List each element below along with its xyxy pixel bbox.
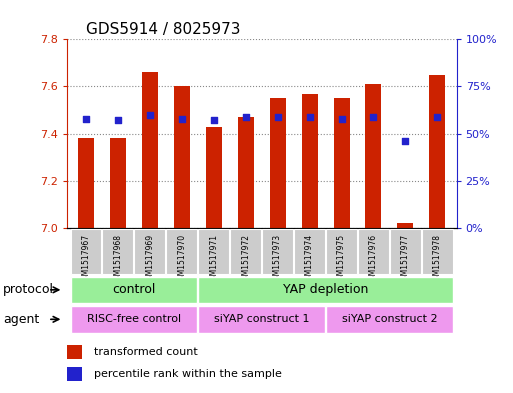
Text: GSM1517978: GSM1517978	[433, 233, 442, 285]
Bar	[365, 84, 382, 228]
Text: GSM1517975: GSM1517975	[337, 233, 346, 285]
FancyBboxPatch shape	[326, 306, 453, 332]
Bar	[333, 98, 349, 228]
Text: GSM1517973: GSM1517973	[273, 233, 282, 285]
FancyBboxPatch shape	[166, 229, 197, 274]
Point	[177, 116, 186, 122]
Point	[273, 114, 282, 120]
Text: GSM1517974: GSM1517974	[305, 233, 314, 285]
Point	[210, 117, 218, 123]
Text: protocol: protocol	[3, 283, 54, 296]
Point	[433, 114, 442, 120]
Text: transformed count: transformed count	[94, 347, 198, 357]
FancyBboxPatch shape	[199, 277, 453, 303]
FancyBboxPatch shape	[390, 229, 421, 274]
FancyBboxPatch shape	[70, 306, 197, 332]
Text: percentile rank within the sample: percentile rank within the sample	[94, 369, 282, 379]
Text: GSM1517970: GSM1517970	[177, 233, 186, 285]
Bar	[78, 138, 94, 228]
Point	[338, 116, 346, 122]
FancyBboxPatch shape	[294, 229, 325, 274]
FancyBboxPatch shape	[230, 229, 261, 274]
Point	[146, 112, 154, 118]
Text: GSM1517972: GSM1517972	[241, 233, 250, 285]
Bar	[238, 117, 253, 228]
Bar	[398, 223, 413, 228]
FancyBboxPatch shape	[134, 229, 165, 274]
FancyBboxPatch shape	[70, 229, 101, 274]
Text: GSM1517967: GSM1517967	[82, 233, 90, 285]
Point	[305, 114, 313, 120]
Text: siYAP construct 2: siYAP construct 2	[342, 314, 437, 324]
Text: GSM1517977: GSM1517977	[401, 233, 410, 285]
Text: GSM1517968: GSM1517968	[113, 233, 122, 285]
Text: GSM1517969: GSM1517969	[145, 233, 154, 285]
Bar	[270, 98, 286, 228]
Bar	[110, 138, 126, 228]
FancyBboxPatch shape	[326, 229, 357, 274]
FancyBboxPatch shape	[358, 229, 389, 274]
Text: RISC-free control: RISC-free control	[87, 314, 181, 324]
Text: control: control	[112, 283, 155, 296]
Text: agent: agent	[3, 313, 40, 326]
FancyBboxPatch shape	[70, 277, 197, 303]
Point	[401, 138, 409, 144]
Point	[242, 114, 250, 120]
FancyBboxPatch shape	[199, 306, 325, 332]
FancyBboxPatch shape	[199, 229, 229, 274]
Bar	[206, 127, 222, 228]
Bar	[302, 94, 318, 228]
Point	[82, 116, 90, 122]
FancyBboxPatch shape	[262, 229, 293, 274]
Bar	[174, 86, 190, 228]
Bar	[429, 75, 445, 228]
Point	[369, 114, 378, 120]
Bar	[67, 345, 82, 360]
Bar	[67, 367, 82, 381]
FancyBboxPatch shape	[422, 229, 453, 274]
Text: siYAP construct 1: siYAP construct 1	[214, 314, 309, 324]
Point	[114, 117, 122, 123]
FancyBboxPatch shape	[103, 229, 133, 274]
Text: GDS5914 / 8025973: GDS5914 / 8025973	[86, 22, 241, 37]
Text: YAP depletion: YAP depletion	[283, 283, 368, 296]
Text: GSM1517976: GSM1517976	[369, 233, 378, 285]
Bar	[142, 72, 158, 228]
Text: GSM1517971: GSM1517971	[209, 233, 218, 285]
